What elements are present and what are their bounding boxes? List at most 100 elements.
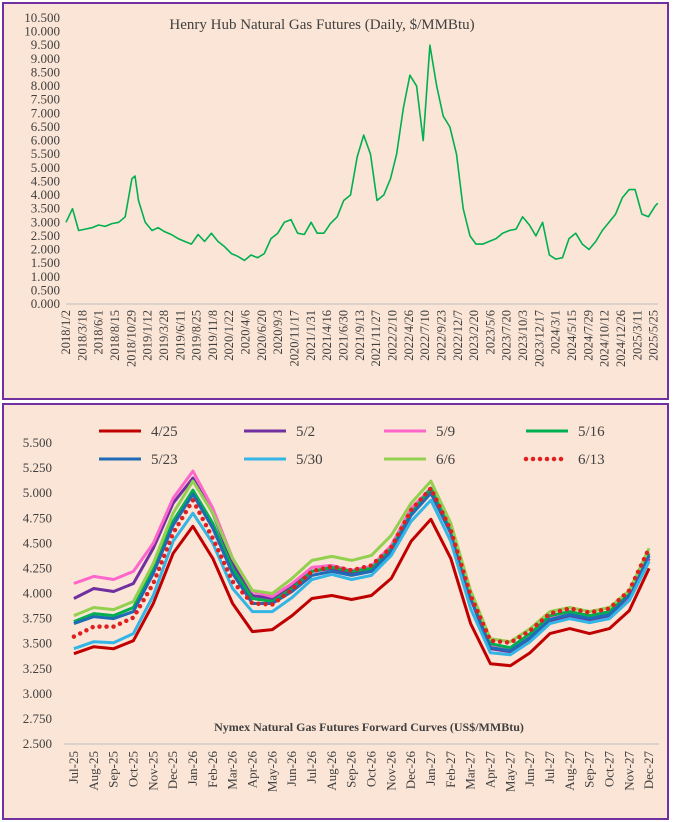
henry-hub-chart-panel: Henry Hub Natural Gas Futures (Daily, $/… [2, 2, 669, 400]
legend-label: 6/6 [436, 452, 456, 468]
x-tick-label: Jul-25 [66, 751, 81, 784]
x-tick-label: Apr-26 [244, 751, 259, 789]
x-tick-label: 2022/12/7 [451, 310, 465, 361]
y-tick-label: 4.000 [23, 586, 52, 601]
x-tick-label: 2021/6/30 [337, 310, 351, 361]
x-axis-ticks: Jul-25 Aug-25 Sep-25 Oct-25 Nov-25 Dec-25 Jan-… [66, 751, 656, 793]
x-tick-label: Jun-27 [522, 751, 537, 787]
forward-curves-chart-panel: 4/25 5/2 5/9 5/16 5/23 5/30 6/6 6/13 2.500 2.750… [2, 403, 669, 820]
y-tick-label: 4.000 [31, 187, 60, 202]
y-tick-label: 7.500 [31, 92, 60, 107]
series-line-6-13 [71, 485, 652, 645]
y-tick-label: 3.250 [23, 661, 52, 676]
y-tick-label: 10.000 [24, 24, 60, 39]
plot-area [65, 44, 659, 262]
x-tick-label: 2019/3/28 [157, 310, 171, 361]
x-tick-label: Sep-26 [344, 751, 359, 788]
legend-label: 5/30 [296, 452, 323, 468]
x-tick-label: 2022/2/10 [385, 310, 399, 361]
price-series-line [65, 44, 659, 262]
x-tick-label: 2024/3/1 [549, 310, 563, 354]
y-tick-label: 5.500 [31, 146, 60, 161]
x-tick-label: 2018/3/18 [75, 310, 89, 361]
y-tick-label: 3.500 [31, 201, 60, 216]
y-tick-label: 0.500 [31, 282, 60, 297]
x-tick-label: 2019/11/8 [206, 310, 220, 360]
legend-label: 6/13 [578, 452, 605, 468]
forward-curves-chart: 4/25 5/2 5/9 5/16 5/23 5/30 6/6 6/13 2.500 2.750… [23, 424, 659, 793]
y-tick-label: 3.500 [23, 636, 52, 651]
y-tick-label: 0.000 [31, 296, 60, 311]
y-axis-ticks: 2.500 2.750 3.000 3.250 3.500 3.750 4.000 4.250… [23, 435, 52, 751]
x-tick-label: Dec-25 [165, 751, 180, 789]
x-tick-label: Nov-25 [145, 751, 160, 791]
x-tick-label: Jul-27 [542, 751, 557, 784]
x-tick-label: 2019/8/25 [190, 310, 204, 361]
x-tick-label: Aug-25 [86, 751, 101, 791]
y-tick-label: 6.000 [31, 133, 60, 148]
x-tick-label: May-26 [264, 751, 279, 793]
chart-title: Henry Hub Natural Gas Futures (Daily, $/… [169, 17, 474, 33]
y-tick-label: 4.500 [31, 173, 60, 188]
x-tick-label: 2019/1/12 [141, 310, 155, 361]
y-tick-label: 8.500 [31, 64, 60, 79]
x-tick-label: 2020/11/17 [288, 310, 302, 366]
x-tick-label: 2018/1/2 [59, 310, 73, 354]
henry-hub-chart: Henry Hub Natural Gas Futures (Daily, $/… [24, 10, 660, 367]
x-tick-label: 2024/12/26 [614, 310, 628, 367]
x-tick-label: 2020/9/3 [271, 310, 285, 354]
x-tick-label: 2021/9/13 [353, 310, 367, 361]
x-tick-label: Oct-27 [601, 751, 616, 788]
legend-label: 4/25 [151, 424, 178, 440]
x-tick-label: Mar-26 [225, 751, 240, 790]
y-tick-label: 1.000 [31, 269, 60, 284]
x-tick-label: Jul-26 [304, 751, 319, 784]
y-axis-ticks: 0.0000.5001.0001.5002.0002.5003.0003.500… [24, 10, 60, 311]
x-tick-label: Jan-26 [185, 751, 200, 786]
series-line-5-30 [73, 498, 651, 657]
y-tick-label: 3.000 [31, 214, 60, 229]
y-tick-label: 5.500 [23, 435, 52, 450]
x-tick-label: Nov-27 [621, 751, 636, 791]
x-tick-label: Mar-27 [463, 751, 478, 790]
y-tick-label: 5.000 [31, 160, 60, 175]
x-tick-label: Jan-27 [423, 751, 438, 786]
x-tick-label: 2020/6/20 [255, 310, 269, 361]
y-tick-label: 2.000 [31, 242, 60, 257]
series-line-5-23 [73, 491, 651, 653]
series-line-4-25 [73, 517, 651, 668]
y-tick-label: 3.750 [23, 611, 52, 626]
x-tick-label: 2023/5/6 [483, 310, 497, 354]
x-tick-label: 2024/5/15 [565, 310, 579, 361]
x-tick-label: 2024/10/12 [598, 310, 612, 367]
y-tick-label: 7.000 [31, 105, 60, 120]
x-tick-label: Nov-26 [383, 751, 398, 791]
y-tick-label: 2.750 [23, 711, 52, 726]
x-tick-label: 2020/1/22 [222, 310, 236, 361]
plot-area [71, 469, 652, 668]
x-tick-label: 2020/4/6 [239, 310, 253, 354]
x-tick-label: 2018/6/1 [92, 310, 106, 354]
y-tick-label: 2.500 [23, 736, 52, 751]
y-tick-label: 10.500 [24, 10, 60, 25]
x-tick-label: 2018/8/15 [108, 310, 122, 361]
y-tick-label: 4.500 [23, 535, 52, 550]
chart-title: Nymex Natural Gas Futures Forward Curves… [214, 720, 524, 734]
y-tick-label: 3.000 [23, 686, 52, 701]
x-tick-label: 2022/4/26 [402, 310, 416, 361]
x-tick-label: Dec-26 [403, 751, 418, 790]
x-tick-label: Aug-26 [324, 751, 339, 791]
x-tick-label: Aug-27 [562, 751, 577, 791]
x-tick-label: 2022/7/10 [418, 310, 432, 361]
x-tick-label: 2022/9/23 [434, 310, 448, 361]
y-tick-label: 2.500 [31, 228, 60, 243]
x-tick-label: Jun-26 [284, 751, 299, 787]
y-tick-label: 8.000 [31, 78, 60, 93]
x-tick-label: 2021/1/31 [304, 310, 318, 361]
legend-label: 5/23 [151, 452, 178, 468]
x-tick-label: Oct-25 [125, 751, 140, 787]
x-tick-label: 2021/4/16 [320, 310, 334, 361]
x-tick-label: 2025/3/11 [630, 310, 644, 360]
legend-label: 5/9 [436, 424, 455, 440]
x-tick-label: Oct-26 [363, 751, 378, 788]
